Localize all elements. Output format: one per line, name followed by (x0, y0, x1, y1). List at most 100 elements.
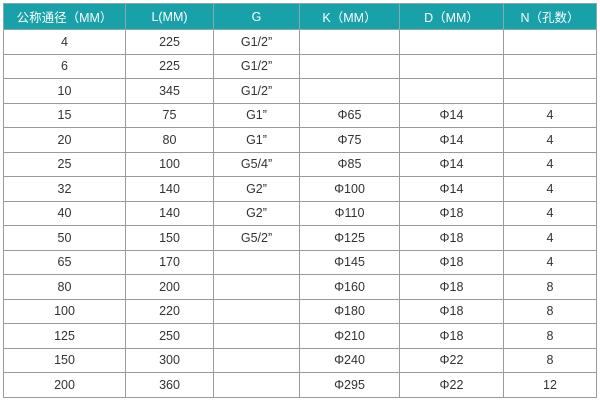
table-row: 80 200 Φ160 Φ18 8 (3, 274, 597, 300)
cell-d-diameter: Φ18 (399, 323, 504, 349)
cell-nominal-diameter: 40 (3, 200, 126, 226)
table-row: 32 140 G2” Φ100 Φ14 4 (3, 176, 597, 202)
cell-thread (213, 372, 300, 398)
header-row: 公称通径（MM） L(MM) G K（MM） D（MM） N（孔数） (3, 3, 597, 30)
cell-k-diameter: Φ240 (299, 347, 400, 373)
cell-nominal-diameter: 32 (3, 176, 126, 202)
table-row: 100 220 Φ180 Φ18 8 (3, 298, 597, 324)
cell-nominal-diameter: 6 (3, 53, 126, 79)
cell-k-diameter: Φ75 (299, 127, 400, 153)
cell-thread: G1” (213, 102, 300, 128)
cell-nominal-diameter: 50 (3, 225, 126, 251)
cell-hole-count: 8 (503, 274, 597, 300)
cell-k-diameter: Φ125 (299, 225, 400, 251)
table-row: 65 170 Φ145 Φ18 4 (3, 249, 597, 275)
cell-d-diameter: Φ18 (399, 225, 504, 251)
cell-k-diameter: Φ145 (299, 249, 400, 275)
cell-nominal-diameter: 150 (3, 347, 126, 373)
cell-thread: G1/2” (213, 29, 300, 55)
cell-hole-count: 4 (503, 176, 597, 202)
cell-k-diameter (299, 53, 400, 79)
cell-d-diameter: Φ22 (399, 347, 504, 373)
cell-d-diameter: Φ22 (399, 372, 504, 398)
cell-length: 220 (125, 298, 214, 324)
cell-k-diameter: Φ180 (299, 298, 400, 324)
cell-k-diameter: Φ65 (299, 102, 400, 128)
table-row: 125 250 Φ210 Φ18 8 (3, 323, 597, 349)
cell-thread: G5/2” (213, 225, 300, 251)
cell-hole-count: 4 (503, 249, 597, 275)
cell-nominal-diameter: 125 (3, 323, 126, 349)
cell-hole-count: 4 (503, 151, 597, 177)
cell-length: 80 (125, 127, 214, 153)
header-hole-count: N（孔数） (503, 3, 597, 30)
cell-hole-count (503, 53, 597, 79)
table-row: 20 80 G1” Φ75 Φ14 4 (3, 127, 597, 153)
cell-thread (213, 249, 300, 275)
cell-hole-count (503, 78, 597, 104)
cell-thread (213, 298, 300, 324)
cell-hole-count: 8 (503, 323, 597, 349)
cell-nominal-diameter: 80 (3, 274, 126, 300)
table-row: 200 360 Φ295 Φ22 12 (3, 372, 597, 398)
cell-thread: G1” (213, 127, 300, 153)
cell-k-diameter (299, 29, 400, 55)
header-nominal-diameter: 公称通径（MM） (3, 3, 126, 30)
cell-length: 300 (125, 347, 214, 373)
header-d-diameter: D（MM） (399, 3, 504, 30)
cell-d-diameter: Φ18 (399, 298, 504, 324)
cell-nominal-diameter: 15 (3, 102, 126, 128)
cell-nominal-diameter: 10 (3, 78, 126, 104)
table-row: 4 225 G1/2” (3, 29, 597, 55)
cell-thread (213, 323, 300, 349)
table-row: 150 300 Φ240 Φ22 8 (3, 347, 597, 373)
cell-length: 75 (125, 102, 214, 128)
cell-nominal-diameter: 100 (3, 298, 126, 324)
cell-nominal-diameter: 25 (3, 151, 126, 177)
cell-d-diameter: Φ18 (399, 274, 504, 300)
cell-d-diameter: Φ14 (399, 102, 504, 128)
table-row: 25 100 G5/4” Φ85 Φ14 4 (3, 151, 597, 177)
cell-thread: G1/2” (213, 53, 300, 79)
header-length: L(MM) (125, 3, 214, 30)
cell-thread (213, 274, 300, 300)
cell-nominal-diameter: 4 (3, 29, 126, 55)
cell-length: 225 (125, 53, 214, 79)
cell-hole-count: 12 (503, 372, 597, 398)
cell-d-diameter: Φ18 (399, 200, 504, 226)
table-row: 50 150 G5/2” Φ125 Φ18 4 (3, 225, 597, 251)
cell-d-diameter: Φ14 (399, 127, 504, 153)
cell-length: 345 (125, 78, 214, 104)
cell-hole-count: 4 (503, 225, 597, 251)
cell-k-diameter: Φ110 (299, 200, 400, 226)
cell-k-diameter: Φ100 (299, 176, 400, 202)
cell-length: 225 (125, 29, 214, 55)
table-row: 10 345 G1/2” (3, 78, 597, 104)
cell-length: 360 (125, 372, 214, 398)
cell-length: 170 (125, 249, 214, 275)
cell-hole-count: 4 (503, 102, 597, 128)
cell-hole-count: 4 (503, 200, 597, 226)
cell-nominal-diameter: 65 (3, 249, 126, 275)
cell-thread: G5/4” (213, 151, 300, 177)
cell-nominal-diameter: 20 (3, 127, 126, 153)
cell-d-diameter (399, 78, 504, 104)
cell-d-diameter (399, 53, 504, 79)
cell-k-diameter (299, 78, 400, 104)
cell-d-diameter: Φ14 (399, 176, 504, 202)
cell-length: 250 (125, 323, 214, 349)
cell-d-diameter: Φ18 (399, 249, 504, 275)
cell-length: 150 (125, 225, 214, 251)
cell-hole-count (503, 29, 597, 55)
table-row: 6 225 G1/2” (3, 53, 597, 79)
cell-thread: G1/2” (213, 78, 300, 104)
cell-length: 140 (125, 200, 214, 226)
table-row: 40 140 G2” Φ110 Φ18 4 (3, 200, 597, 226)
cell-hole-count: 8 (503, 347, 597, 373)
cell-k-diameter: Φ295 (299, 372, 400, 398)
cell-nominal-diameter: 200 (3, 372, 126, 398)
cell-length: 100 (125, 151, 214, 177)
cell-thread: G2” (213, 200, 300, 226)
cell-k-diameter: Φ210 (299, 323, 400, 349)
cell-d-diameter (399, 29, 504, 55)
